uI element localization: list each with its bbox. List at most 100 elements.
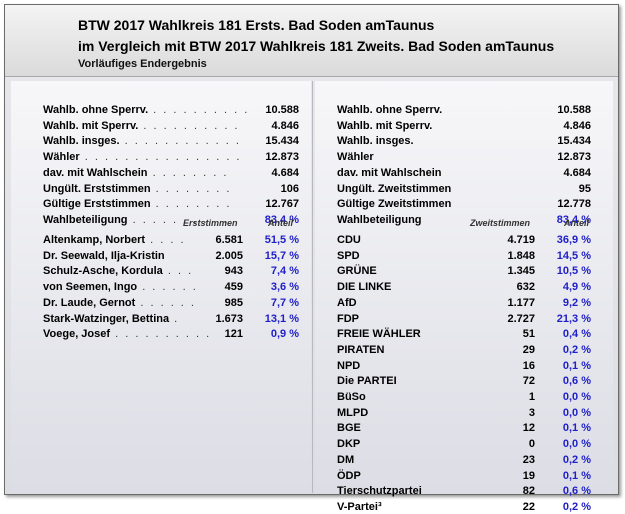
- stat-label: Ungült. Erststimmen . . . . . . . .: [43, 182, 231, 196]
- party-row: Die PARTEI 72 0,6 %: [337, 374, 591, 388]
- stat-row: Wahlb. mit Sperrv. . . . . . . . . . . 4…: [43, 119, 299, 133]
- party-row: Tierschutzpartei 82 0,6 %: [337, 484, 591, 498]
- candidate-share: 15,7 %: [264, 249, 299, 262]
- party-share: 21,3 %: [556, 312, 591, 325]
- candidate-share: 3,6 %: [270, 281, 299, 294]
- party-name: AfD: [337, 296, 357, 309]
- candidate-name: von Seemen, Ingo: [43, 281, 138, 294]
- party-name: Die PARTEI: [337, 375, 397, 388]
- header-bar: BTW 2017 Wahlkreis 181 Ersts. Bad Soden …: [5, 5, 618, 77]
- party-row: NPD 16 0,1 %: [337, 359, 591, 373]
- stat-label: dav. mit Wahlschein: [337, 166, 442, 179]
- party-row: V-Partei³ 22 0,2 %: [337, 500, 591, 514]
- candidate-share: 7,7 %: [270, 296, 299, 309]
- party-row: SPD 1.848 14,5 %: [337, 249, 591, 263]
- candidate-label: Schulz-Asche, Kordula . . .: [43, 264, 193, 278]
- party-votes: 19: [522, 469, 535, 482]
- party-votes: 3: [528, 406, 535, 419]
- stat-label: Wahlb. mit Sperrv.: [337, 119, 433, 132]
- stat-value: 10.588: [557, 104, 591, 116]
- candidate-votes: 121: [224, 328, 243, 341]
- stat-label-text: Wahlbeteiligung: [43, 213, 128, 226]
- stat-row: Wahlb. ohne Sperrv. 10.588: [337, 103, 591, 117]
- second-vote-panel: Wahlb. ohne Sperrv. 10.588 Wahlb. mit Sper…: [315, 81, 613, 513]
- stat-label: Wahlb. insges.: [337, 135, 414, 148]
- stat-value: 83,4 %: [264, 213, 299, 226]
- party-share: 9,2 %: [562, 296, 591, 309]
- stat-value: 12.873: [265, 151, 299, 164]
- candidate-name: Dr. Seewald, Ilja-Kristin: [43, 249, 165, 262]
- stat-label: Gültige Zweitstimmen: [337, 198, 452, 211]
- party-votes: 2.727: [507, 312, 535, 325]
- candidate-share: 51,5 %: [264, 234, 299, 246]
- stat-row: dav. mit Wahlschein . . . . . . . . 4.68…: [43, 166, 299, 180]
- stat-value: 4.684: [563, 166, 591, 179]
- stat-label: Wähler . . . . . . . . . . . . . . . .: [43, 150, 241, 164]
- title-first-vote: BTW 2017 Wahlkreis 181 Ersts. Bad Soden …: [78, 17, 435, 33]
- party-votes: 4.719: [507, 234, 535, 246]
- party-row: AfD 1.177 9,2 %: [337, 296, 591, 310]
- party-row: PIRATEN 29 0,2 %: [337, 343, 591, 357]
- party-share: 0,6 %: [562, 375, 591, 388]
- leader-dots: . . . . . . . . . .: [110, 328, 212, 341]
- stat-label-text: Wähler: [43, 151, 80, 164]
- candidate-share: 7,4 %: [270, 265, 299, 278]
- title-comparison: im Vergleich mit BTW 2017 Wahlkreis 181 …: [78, 38, 555, 54]
- stat-label-text: Gültige Erststimmen: [43, 198, 151, 211]
- stat-label: Gültige Erststimmen . . . . . . . .: [43, 197, 231, 211]
- party-name: SPD: [337, 249, 360, 262]
- party-share: 14,5 %: [556, 249, 591, 262]
- leader-dots: . . . . . . . . . . . . . . . .: [79, 151, 242, 164]
- stat-label-text: Wahlb. mit Sperrv.: [43, 119, 139, 132]
- column-header-votes: Erststimmen: [183, 218, 238, 228]
- candidate-row: Altenkamp, Norbert . . . . 6.581 51,5 %: [43, 233, 299, 247]
- party-name: BüSo: [337, 391, 366, 403]
- leader-dots: . . . . . . . .: [150, 182, 232, 195]
- leader-dots: . . . . . . . .: [147, 166, 229, 179]
- candidate-row: Dr. Seewald, Ilja-Kristin 2.005 15,7 %: [43, 249, 299, 263]
- party-share: 0,2 %: [562, 453, 591, 466]
- party-row: MLPD 3 0,0 %: [337, 406, 591, 420]
- stat-label: Wahlbeteiligung . . . . . . . . . .: [43, 213, 229, 227]
- party-row: GRÜNE 1.345 10,5 %: [337, 264, 591, 278]
- party-name: MLPD: [337, 406, 369, 419]
- stat-label-text: Wahlb. insges.: [43, 135, 120, 148]
- candidate-row: Schulz-Asche, Kordula . . . 943 7,4 %: [43, 264, 299, 278]
- stat-row: Wahlb. insges. . . . . . . . . . . . . 1…: [43, 134, 299, 148]
- stat-row: Ungült. Zweitstimmen 95: [337, 182, 591, 196]
- candidate-name: Altenkamp, Norbert: [43, 234, 146, 246]
- party-votes: 82: [522, 485, 535, 498]
- leader-dots: . . . .: [145, 234, 186, 246]
- stat-value: 4.846: [271, 119, 299, 132]
- party-votes: 1: [528, 391, 535, 403]
- candidate-name: Stark-Watzinger, Bettina: [43, 312, 170, 325]
- first-vote-panel: Wahlb. ohne Sperrv. . . . . . . . . . . …: [11, 81, 311, 493]
- leader-dots: .: [169, 312, 180, 325]
- stat-row: Gültige Zweitstimmen 12.778: [337, 197, 591, 211]
- candidate-name: Dr. Laude, Gernot: [43, 296, 136, 309]
- party-name: PIRATEN: [337, 343, 385, 356]
- party-votes: 29: [522, 343, 535, 356]
- party-share: 0,4 %: [562, 328, 591, 341]
- stat-label: Wahlb. ohne Sperrv.: [337, 104, 443, 116]
- candidate-votes: 6.581: [215, 234, 243, 246]
- candidate-row: Voege, Josef . . . . . . . . . . 121 0,9 …: [43, 327, 299, 341]
- stat-value: 4.846: [563, 119, 591, 132]
- party-name: Tierschutzpartei: [337, 485, 422, 498]
- panel-divider: [312, 81, 313, 493]
- stat-row: dav. mit Wahlschein 4.684: [337, 166, 591, 180]
- candidate-label: Dr. Laude, Gernot . . . . . .: [43, 296, 196, 310]
- stat-row: Gültige Erststimmen . . . . . . . . 12.7…: [43, 197, 299, 211]
- party-share: 0,2 %: [562, 500, 591, 513]
- party-share: 0,0 %: [562, 406, 591, 419]
- party-share: 0,1 %: [562, 359, 591, 372]
- leader-dots: . . . . . . . . . .: [148, 104, 250, 116]
- party-votes: 1.345: [507, 265, 535, 278]
- party-row: BGE 12 0,1 %: [337, 421, 591, 435]
- leader-dots: . . . . . . . . . .: [127, 213, 229, 226]
- stat-label: dav. mit Wahlschein . . . . . . . .: [43, 166, 228, 180]
- stat-value: 95: [578, 182, 591, 195]
- stat-row: Wahlb. ohne Sperrv. . . . . . . . . . . …: [43, 103, 299, 117]
- stat-row: Wähler . . . . . . . . . . . . . . . . 1…: [43, 150, 299, 164]
- leader-dots: . . . . . .: [135, 296, 196, 309]
